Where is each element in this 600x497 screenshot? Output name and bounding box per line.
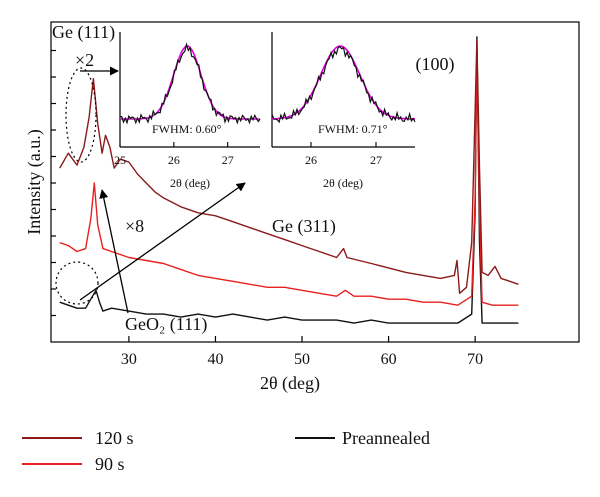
inset-2-fwhm-label: FWHM: 0.71° [318,122,388,136]
inset-2: 26 27 FWHM: 0.71° 2θ (deg) [271,32,416,190]
plot-frame [50,21,580,343]
x-tick-label-30: 30 [121,351,137,368]
series-line-1 [59,45,519,306]
annotation-x8: ×8 [125,216,144,236]
geo2-highlight-ellipse [55,261,99,305]
inset-1-fwhm-label: FWHM: 0.60° [152,122,222,136]
inset-2-ticks: 26 27 [305,142,382,167]
x-tick-label-70: 70 [467,351,483,368]
inset-1-tick-label-27: 27 [222,153,234,167]
legend-label-90s: 90 s [95,454,125,474]
inset-2-tick-label-27: 27 [370,153,382,167]
arrow-geo2-label [99,189,129,314]
annotation-ge-311: Ge (311) [272,216,336,237]
ge-111-highlight-ellipse [65,67,97,163]
inset-1-x-label: 2θ (deg) [170,176,210,190]
x-axis-label: 2θ (deg) [260,373,320,394]
inset-2-x-label: 2θ (deg) [323,176,363,190]
legend-label-120s: 120 s [95,428,134,448]
main-series-lines [59,36,519,324]
inset-1-measured-curve [119,42,261,125]
inset-1-ticks: 25 26 27 [114,142,234,167]
annotation-ge-111: Ge (111) [52,22,115,43]
inset-1-tick-label-26: 26 [168,153,180,167]
inset-2-lines [271,45,416,124]
inset-2-tick-label-26: 26 [305,153,317,167]
series-line-0 [59,39,519,294]
inset-2-measured-curve [271,45,416,124]
arrow-to-inset-2 [79,182,246,301]
legend-label-preannealed: Preannealed [342,428,430,448]
annotation-geo2-111: GeO₂ (111) [125,314,207,335]
x-tick-label-40: 40 [207,351,223,368]
inset-1-lines [119,42,261,125]
x-tick-label-50: 50 [294,351,310,368]
x-tick-label-60: 60 [381,351,397,368]
inset-1-tick-label-25: 25 [114,153,126,167]
main-axis-ticks: 30 40 50 60 70 [51,49,483,368]
legend: 120 s 90 s Preannealed [22,428,430,474]
annotation-x2: ×2 [75,50,94,70]
inset-1: 25 26 27 FWHM: 0.60° 2θ (deg) [114,32,261,190]
y-axis-label: Intensity (a.u.) [24,129,45,234]
